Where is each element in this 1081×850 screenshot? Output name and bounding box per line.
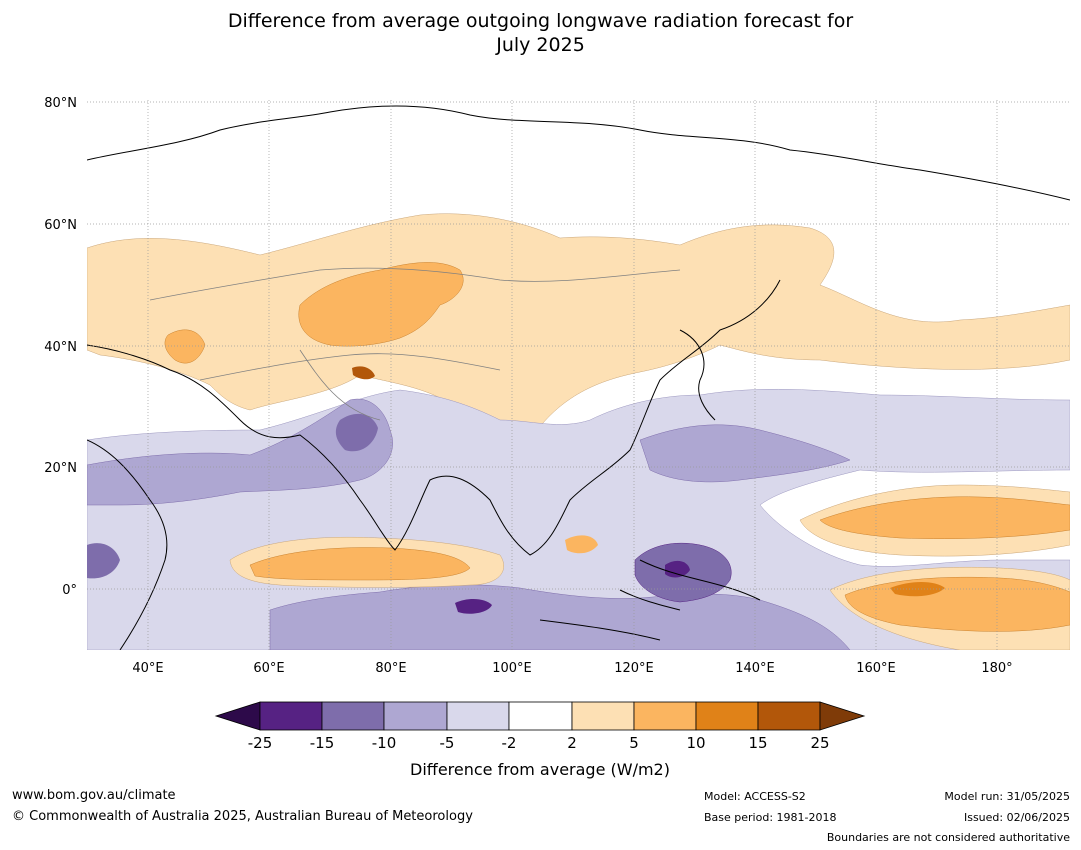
colorbar-tick: -5 (440, 734, 455, 752)
footer-issued: Issued: 02/06/2025 (963, 811, 1070, 824)
anomaly-region-equatorial-indian-positive-strong (249, 547, 471, 581)
lon-label: 180° (981, 661, 1012, 676)
map-title: Difference from average outgoing longwav… (0, 9, 1081, 57)
lon-label: 100°E (492, 661, 532, 676)
colorbar-label: Difference from average (W/m2) (410, 760, 670, 779)
colorbar-swatch (633, 701, 697, 731)
colorbar-swatch (508, 701, 573, 731)
country-borders (149, 267, 681, 421)
lon-label: 60°E (253, 661, 284, 676)
anomaly-region-indian-ocean-core (455, 599, 492, 614)
anomaly-region-indian-ocean-moderate (87, 398, 393, 506)
map-title-line-2: July 2025 (496, 34, 585, 56)
lat-label: 0° (62, 583, 77, 598)
anomaly-region-west-pacific-positive-strong (819, 496, 1070, 539)
lon-label: 120°E (614, 661, 654, 676)
colorbar-tick: 25 (810, 734, 829, 752)
footer-copyright: © Commonwealth of Australia 2025, Austra… (12, 809, 473, 824)
lon-label: 160°E (856, 661, 896, 676)
footer-base-period: Base period: 1981-2018 (704, 811, 837, 824)
footer-model: Model: ACCESS-S2 (704, 790, 806, 803)
lon-label: 40°E (132, 661, 163, 676)
colorbar-tick: 15 (748, 734, 767, 752)
anomaly-region-central-asia-strong (298, 262, 464, 347)
footer-disclaimer: Boundaries are not considered authoritat… (826, 831, 1070, 844)
olr-anomaly-fields (87, 105, 1070, 650)
anomaly-region-caspian-strong (164, 329, 206, 364)
lat-label: 80°N (44, 96, 77, 111)
colorbar-tick: -15 (310, 734, 335, 752)
coastlines (87, 105, 1070, 650)
anomaly-region-pacific-moderate (639, 424, 851, 483)
colorbar-tick: -2 (502, 734, 517, 752)
map-title-line-1: Difference from average outgoing longwav… (227, 10, 854, 32)
colorbar-max-extension (819, 701, 866, 731)
colorbar-tick: -25 (248, 734, 273, 752)
colorbar: -25 -15 -10 -5 -2 2 5 10 15 25 Differenc… (214, 701, 866, 779)
map-panel: 80°N 60°N 40°N 20°N 0° 40°E 60°E 80°E 10… (44, 96, 1070, 676)
latitude-labels: 80°N 60°N 40°N 20°N 0° (44, 96, 77, 598)
lon-label: 80°E (375, 661, 406, 676)
colorbar-tick: 2 (567, 734, 577, 752)
lat-label: 20°N (44, 461, 77, 476)
anomaly-region-tibet-strong (352, 366, 375, 380)
anomaly-region-south-indian-ocean-moderate (269, 584, 851, 650)
colorbar-min-extension (214, 701, 261, 731)
colorbar-ticks: -25 -15 -10 -5 -2 2 5 10 15 25 (248, 734, 830, 752)
graticule (87, 100, 1070, 650)
colorbar-swatch (321, 701, 385, 731)
footer-url[interactable]: www.bom.gov.au/climate (12, 788, 176, 803)
anomaly-region-south-china-sea-positive (565, 535, 598, 554)
anomaly-region-central-pacific-core (890, 582, 945, 597)
colorbar-tick: -10 (372, 734, 397, 752)
colorbar-tick: 5 (629, 734, 639, 752)
lat-label: 40°N (44, 340, 77, 355)
colorbar-swatch (383, 701, 448, 731)
colorbar-tick: 10 (686, 734, 705, 752)
lon-label: 140°E (735, 661, 775, 676)
colorbar-swatch (695, 701, 759, 731)
colorbar-swatch (446, 701, 510, 731)
anomaly-region-india-moderate (335, 413, 378, 452)
longitude-labels: 40°E 60°E 80°E 100°E 120°E 140°E 160°E 1… (132, 661, 1012, 676)
anomaly-region-maritime-continent-core (665, 560, 690, 578)
colorbar-swatch (571, 701, 635, 731)
lat-label: 60°N (44, 218, 77, 233)
footer-model-run: Model run: 31/05/2025 (944, 790, 1070, 803)
colorbar-swatch (757, 701, 821, 731)
anomaly-region-africa-core (87, 543, 120, 579)
colorbar-swatch (259, 701, 323, 731)
